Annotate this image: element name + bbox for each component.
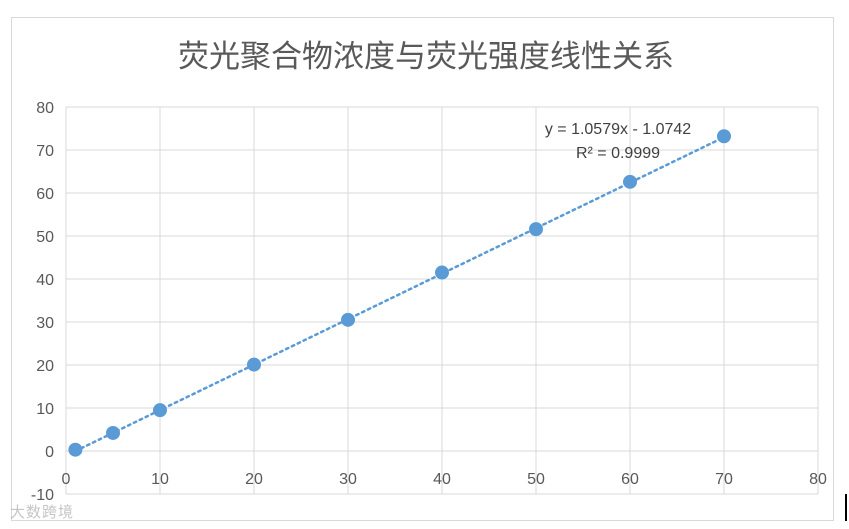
y-tick-label: 70: [36, 143, 54, 160]
data-point: [717, 129, 731, 144]
y-tick-label: 40: [36, 272, 54, 289]
x-tick-label: 10: [151, 471, 169, 488]
data-point: [247, 357, 261, 372]
chart-title: 荧光聚合物浓度与荧光强度线性关系: [178, 39, 674, 75]
data-point: [68, 442, 83, 457]
x-tick-label: 30: [339, 471, 357, 488]
x-tick-label: 40: [433, 471, 451, 488]
y-tick-label: 10: [36, 401, 54, 418]
trendline-r2-label: R² = 0.9999: [576, 145, 660, 162]
x-tick-label: 70: [715, 471, 733, 488]
data-point: [341, 312, 355, 327]
x-tick-label: 80: [809, 471, 827, 488]
watermark: 大数跨境: [10, 503, 75, 521]
y-tick-label: 20: [36, 358, 54, 375]
x-tick-label: 60: [621, 471, 639, 488]
data-point: [153, 403, 167, 418]
x-tick-label: 50: [527, 471, 545, 488]
y-tick-label: 30: [36, 315, 54, 332]
edge-mark: [845, 494, 847, 521]
trendline: [74, 135, 726, 453]
data-point: [435, 265, 449, 280]
x-tick-label: 0: [62, 471, 71, 488]
y-tick-label: 0: [45, 444, 54, 461]
data-point: [623, 174, 637, 189]
trendline-equation-label: y = 1.0579x - 1.0742: [545, 121, 691, 138]
y-tick-label: 60: [36, 186, 54, 203]
y-tick-label: -10: [31, 487, 54, 504]
data-point: [529, 222, 543, 237]
y-tick-label: 50: [36, 229, 54, 246]
y-tick-label: 80: [36, 100, 54, 117]
chart-area-border: [11, 17, 834, 521]
data-point: [106, 425, 120, 440]
x-tick-label: 20: [245, 471, 263, 488]
